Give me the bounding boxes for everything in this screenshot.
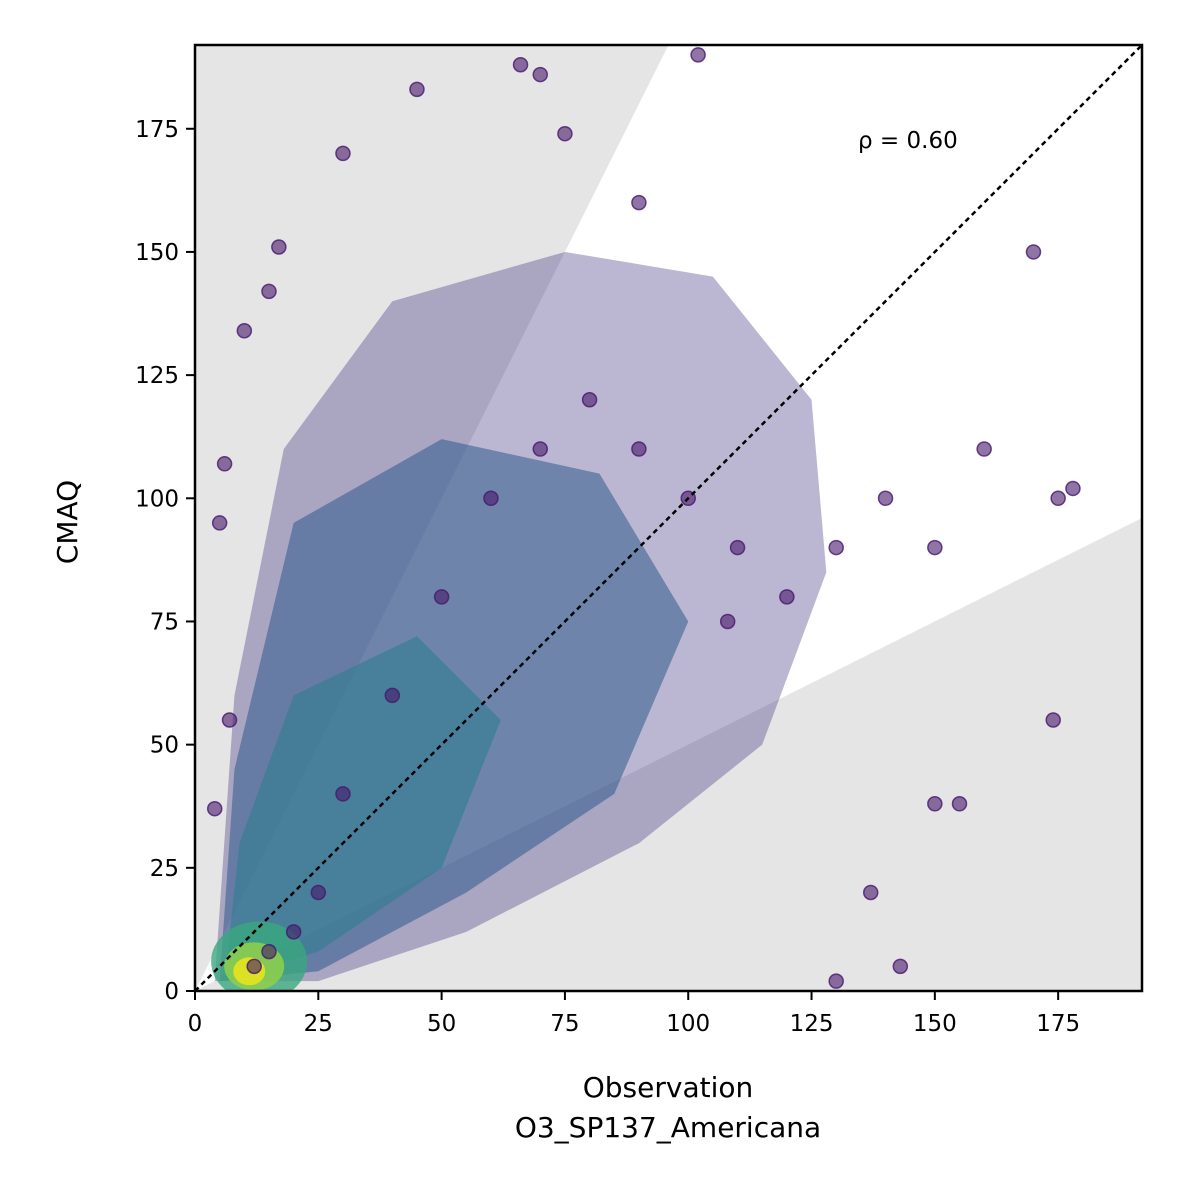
y-tick-label: 150 (135, 240, 179, 266)
scatter-point (335, 786, 351, 802)
y-tick-label: 175 (135, 117, 179, 143)
x-axis-ticks: 0 25 50 75 100 125 150 175 (188, 991, 1080, 1037)
scatter-points (206, 47, 1081, 989)
scatter-point (862, 884, 879, 901)
scatter-point (384, 687, 401, 704)
y-tick-label: 100 (135, 486, 179, 512)
scatter-point (216, 456, 233, 472)
x-tick-label: 50 (427, 1011, 456, 1037)
scatter-point (532, 66, 549, 83)
scatter-point (335, 145, 351, 162)
scatter-point (828, 539, 844, 556)
cloud-inner (224, 636, 501, 982)
correlation-annotation: ρ = 0.60 (858, 128, 958, 154)
scatter-point (261, 943, 277, 960)
y-axis-title: CMAQ (51, 480, 84, 564)
scatter-point (828, 973, 844, 989)
scatter-point (409, 81, 425, 98)
scatter-point (1050, 490, 1066, 507)
scatter-point (719, 613, 736, 630)
scatter-point (261, 283, 277, 300)
scatter-point (512, 56, 529, 73)
scatter-point (927, 539, 943, 556)
scatter-point (211, 515, 228, 531)
scatter-point (236, 323, 253, 339)
x-tick-label: 75 (550, 1011, 579, 1037)
x-tick-label: 25 (304, 1011, 333, 1037)
scatter-point (532, 441, 549, 457)
scatter-point (246, 958, 262, 975)
scatter-point (271, 239, 287, 255)
one-to-one-line (195, 45, 1142, 991)
y-tick-label: 125 (135, 363, 179, 389)
x-tick-label: 150 (913, 1011, 957, 1037)
scatter-point (433, 589, 450, 605)
reference-line-layer (195, 45, 1142, 991)
scatter-point (483, 490, 499, 507)
x-tick-label: 175 (1036, 1011, 1080, 1037)
scatter-point (690, 47, 706, 63)
scatter-point (1065, 480, 1081, 497)
scatter-point (729, 539, 746, 556)
plot-frame (193, 43, 1144, 993)
scatter-point (951, 796, 968, 812)
scatter-point (779, 589, 795, 605)
scatter-point (877, 490, 894, 507)
x-axis-title: Observation (583, 1071, 754, 1104)
scatter-point (631, 194, 647, 211)
scatter-point (1025, 244, 1042, 260)
y-tick-label: 25 (150, 856, 179, 882)
scatter-point (310, 884, 327, 901)
scatter-point (631, 441, 647, 457)
y-tick-label: 75 (150, 609, 179, 635)
scatter-point (976, 441, 992, 457)
x-tick-label: 100 (666, 1011, 710, 1037)
x-tick-label: 0 (188, 1011, 203, 1037)
x-tick-label: 125 (790, 1011, 834, 1037)
scatter-point (206, 800, 223, 817)
y-axis-ticks: 0 25 50 75 100 125 150 175 (135, 117, 195, 1005)
scatter-point (927, 796, 943, 812)
scatter-point (285, 924, 302, 940)
scatter-point (581, 392, 598, 408)
scatter-point (221, 712, 238, 728)
x-axis-subtitle: O3_SP137_Americana (515, 1111, 821, 1144)
y-tick-label: 50 (150, 733, 179, 759)
scatter-point (1045, 712, 1061, 728)
scatter-point (557, 125, 573, 142)
y-tick-label: 0 (164, 979, 179, 1005)
scatter-point (892, 958, 909, 975)
